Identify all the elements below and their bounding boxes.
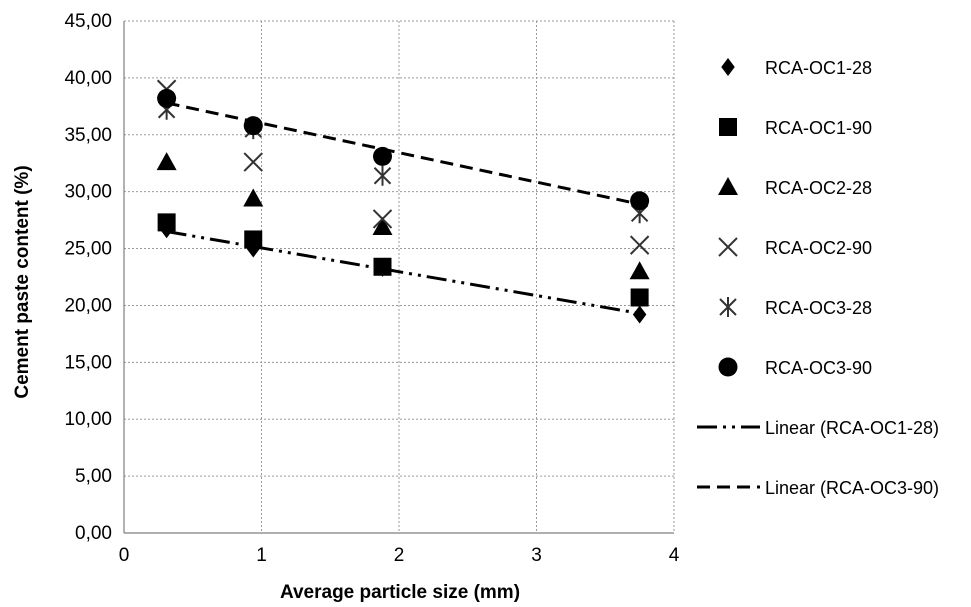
x-tick-label: 3 bbox=[531, 545, 542, 566]
data-point bbox=[373, 146, 392, 166]
trendline bbox=[166, 101, 640, 206]
legend-label: RCA-OC1-90 bbox=[765, 118, 872, 138]
data-point bbox=[156, 152, 177, 171]
data-points bbox=[156, 79, 650, 324]
legend-label: RCA-OC3-90 bbox=[765, 358, 872, 378]
plot-frame bbox=[123, 21, 674, 534]
legend-label: Linear (RCA-OC1-28) bbox=[765, 418, 939, 438]
legend-marker bbox=[719, 118, 737, 136]
y-tick-label: 0,00 bbox=[75, 523, 112, 544]
y-tick-label: 5,00 bbox=[75, 466, 112, 487]
x-axis-title: Average particle size (mm) bbox=[280, 582, 520, 603]
data-point bbox=[632, 305, 647, 324]
data-point bbox=[373, 257, 392, 276]
legend-marker bbox=[718, 357, 738, 377]
x-tick-label: 0 bbox=[119, 545, 130, 566]
y-tick-label: 30,00 bbox=[64, 182, 112, 203]
data-point bbox=[629, 235, 650, 255]
legend-label: RCA-OC2-28 bbox=[765, 178, 872, 198]
y-tick-label: 25,00 bbox=[64, 239, 112, 260]
legend-label: RCA-OC3-28 bbox=[765, 298, 872, 318]
y-tick-label: 45,00 bbox=[64, 11, 112, 32]
legend-marker bbox=[718, 177, 738, 195]
legend-label: RCA-OC2-90 bbox=[765, 238, 872, 258]
data-point bbox=[630, 288, 649, 307]
data-point bbox=[243, 188, 264, 207]
y-tick-label: 40,00 bbox=[64, 68, 112, 89]
x-tick-label: 1 bbox=[256, 545, 267, 566]
x-tick-labels: 0 1 2 3 4 bbox=[119, 545, 680, 566]
data-point bbox=[630, 191, 650, 211]
x-tick-label: 2 bbox=[394, 545, 405, 566]
data-point bbox=[373, 165, 392, 186]
data-point bbox=[244, 230, 263, 249]
legend-label: RCA-OC1-28 bbox=[765, 58, 872, 78]
legend-marker bbox=[718, 237, 738, 257]
x-tick-label: 4 bbox=[669, 545, 680, 566]
y-tick-label: 10,00 bbox=[64, 409, 112, 430]
y-tick-label: 20,00 bbox=[64, 295, 112, 316]
y-tick-labels: 0,00 5,00 10,00 15,00 20,00 25,00 30,00 35,00 40… bbox=[64, 11, 112, 544]
data-point bbox=[157, 213, 176, 232]
legend-label: Linear (RCA-OC3-90) bbox=[765, 478, 939, 498]
data-point bbox=[372, 216, 393, 235]
data-point bbox=[243, 152, 263, 172]
data-point bbox=[157, 88, 177, 108]
data-point bbox=[629, 261, 650, 280]
legend: RCA-OC1-28 RCA-OC1-90 RCA-OC2-28 RCA-OC2-90… bbox=[697, 58, 939, 498]
trendline bbox=[166, 230, 640, 315]
data-point bbox=[243, 116, 263, 136]
y-tick-label: 15,00 bbox=[64, 352, 112, 373]
data-point bbox=[372, 209, 393, 229]
legend-marker bbox=[721, 58, 735, 76]
legend-marker bbox=[719, 297, 737, 317]
y-axis-title: Cement paste content (%) bbox=[12, 165, 33, 398]
y-tick-label: 35,00 bbox=[64, 125, 112, 146]
grid-lines bbox=[124, 20, 675, 533]
